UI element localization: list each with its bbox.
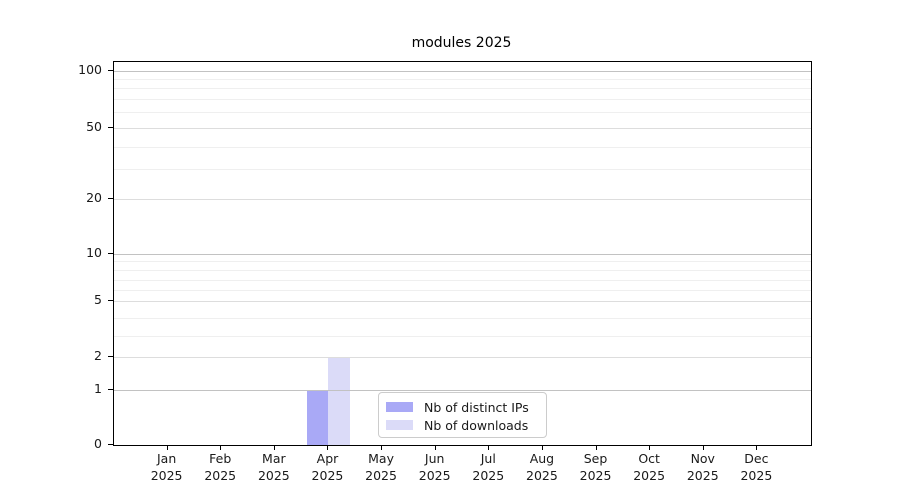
x-tick-mark-sep bbox=[595, 445, 597, 450]
x-tick-month: Sep bbox=[583, 451, 608, 466]
x-tick-month: Nov bbox=[690, 451, 715, 466]
x-tick-year: 2025 bbox=[526, 468, 558, 483]
gridline-minor bbox=[114, 169, 811, 170]
gridline-minor bbox=[114, 269, 811, 271]
x-tick-year: 2025 bbox=[204, 468, 237, 483]
legend-label: Nb of distinct IPs bbox=[424, 399, 529, 415]
gridline-minor bbox=[114, 88, 811, 89]
bar-apr-series1 bbox=[328, 357, 350, 445]
y-tick-label-10: 10 bbox=[86, 244, 102, 260]
x-tick-label-nov: Nov 2025 bbox=[671, 450, 735, 484]
legend: Nb of distinct IPs Nb of downloads bbox=[378, 392, 547, 438]
y-tick-label-5: 5 bbox=[94, 291, 102, 307]
gridline-minor bbox=[114, 99, 811, 100]
x-tick-year: 2025 bbox=[686, 468, 719, 483]
x-tick-month: Oct bbox=[638, 451, 660, 466]
y-tick-mark-5 bbox=[108, 299, 113, 301]
x-tick-label-dec: Dec 2025 bbox=[724, 450, 788, 484]
y-tick-mark-100 bbox=[108, 70, 113, 71]
x-tick-mark-oct bbox=[649, 445, 651, 450]
chart-title: modules 2025 bbox=[411, 35, 512, 51]
legend-label: Nb of downloads bbox=[424, 417, 529, 433]
x-tick-month: Apr bbox=[316, 451, 339, 466]
gridline-minor bbox=[114, 78, 811, 80]
gridline-minor bbox=[114, 146, 811, 148]
legend-item-downloads: Nb of downloads bbox=[386, 416, 546, 434]
gridline-minor bbox=[114, 112, 811, 113]
x-tick-mark-mar bbox=[273, 445, 275, 450]
x-tick-mark-nov bbox=[702, 445, 704, 450]
x-tick-month: Jun bbox=[424, 451, 445, 466]
gridline-50 bbox=[114, 127, 811, 129]
gridline-minor bbox=[114, 261, 811, 262]
gridline-minor bbox=[114, 290, 811, 291]
x-tick-month: Dec bbox=[744, 451, 769, 466]
x-tick-label-may: May 2025 bbox=[349, 450, 413, 484]
y-tick-label-50: 50 bbox=[86, 118, 102, 134]
legend-swatch-distinct-ips bbox=[386, 402, 413, 412]
y-tick-mark-10 bbox=[108, 252, 113, 254]
gridline-minor bbox=[114, 317, 811, 319]
x-tick-year: 2025 bbox=[365, 468, 397, 483]
gridline-1 bbox=[114, 389, 811, 391]
gridline-5 bbox=[114, 300, 811, 302]
y-tick-label-20: 20 bbox=[86, 189, 102, 205]
x-tick-label-jul: Jul 2025 bbox=[456, 450, 520, 484]
legend-swatch-downloads bbox=[386, 420, 413, 430]
x-tick-mark-dec bbox=[756, 445, 758, 450]
x-tick-month: Jul bbox=[480, 451, 496, 466]
y-tick-label-0: 0 bbox=[94, 436, 102, 451]
y-tick-mark-1 bbox=[108, 388, 113, 390]
x-tick-mark-aug bbox=[541, 445, 543, 450]
x-tick-year: 2025 bbox=[633, 468, 666, 483]
x-tick-mark-apr bbox=[327, 445, 329, 450]
plot-area bbox=[113, 61, 812, 446]
y-tick-label-2: 2 bbox=[94, 348, 102, 363]
x-tick-label-aug: Aug 2025 bbox=[510, 450, 574, 484]
y-tick-mark-2 bbox=[108, 356, 113, 357]
gridline-minor bbox=[114, 279, 811, 281]
x-tick-month: May bbox=[368, 451, 394, 466]
x-tick-label-jan: Jan 2025 bbox=[135, 450, 199, 484]
legend-item-distinct-ips: Nb of distinct IPs bbox=[386, 398, 546, 416]
x-tick-year: 2025 bbox=[579, 468, 612, 483]
x-tick-month: Mar bbox=[262, 451, 286, 466]
x-tick-month: Jan bbox=[156, 451, 177, 466]
x-tick-label-apr: Apr 2025 bbox=[295, 450, 359, 484]
x-tick-year: 2025 bbox=[418, 468, 451, 483]
x-tick-year: 2025 bbox=[257, 468, 290, 483]
x-tick-year: 2025 bbox=[150, 468, 183, 483]
gridline-2 bbox=[114, 357, 811, 358]
x-tick-mark-feb bbox=[220, 445, 222, 450]
y-tick-label-100: 100 bbox=[78, 62, 102, 77]
x-tick-year: 2025 bbox=[311, 468, 344, 483]
x-tick-mark-jan bbox=[166, 445, 168, 450]
x-tick-label-mar: Mar 2025 bbox=[242, 450, 306, 484]
x-tick-mark-jun bbox=[434, 445, 436, 450]
y-tick-mark-0 bbox=[108, 444, 113, 445]
gridline-20 bbox=[114, 198, 811, 200]
x-tick-label-jun: Jun 2025 bbox=[403, 450, 467, 484]
x-tick-month: Aug bbox=[529, 451, 555, 466]
gridline-10 bbox=[114, 253, 811, 255]
x-tick-label-sep: Sep 2025 bbox=[564, 450, 628, 484]
gridline-minor bbox=[114, 335, 811, 337]
bar-apr-series0 bbox=[307, 389, 329, 445]
x-tick-label-oct: Oct 2025 bbox=[617, 450, 681, 484]
x-tick-label-feb: Feb 2025 bbox=[188, 450, 252, 484]
y-tick-label-1: 1 bbox=[94, 380, 102, 396]
x-tick-year: 2025 bbox=[740, 468, 773, 483]
gridline-100 bbox=[114, 71, 811, 72]
x-tick-mark-may bbox=[381, 445, 383, 450]
y-tick-mark-20 bbox=[108, 197, 113, 199]
x-tick-month: Feb bbox=[209, 451, 232, 466]
y-tick-mark-50 bbox=[108, 126, 113, 128]
x-tick-mark-jul bbox=[488, 445, 490, 450]
x-tick-year: 2025 bbox=[472, 468, 505, 483]
